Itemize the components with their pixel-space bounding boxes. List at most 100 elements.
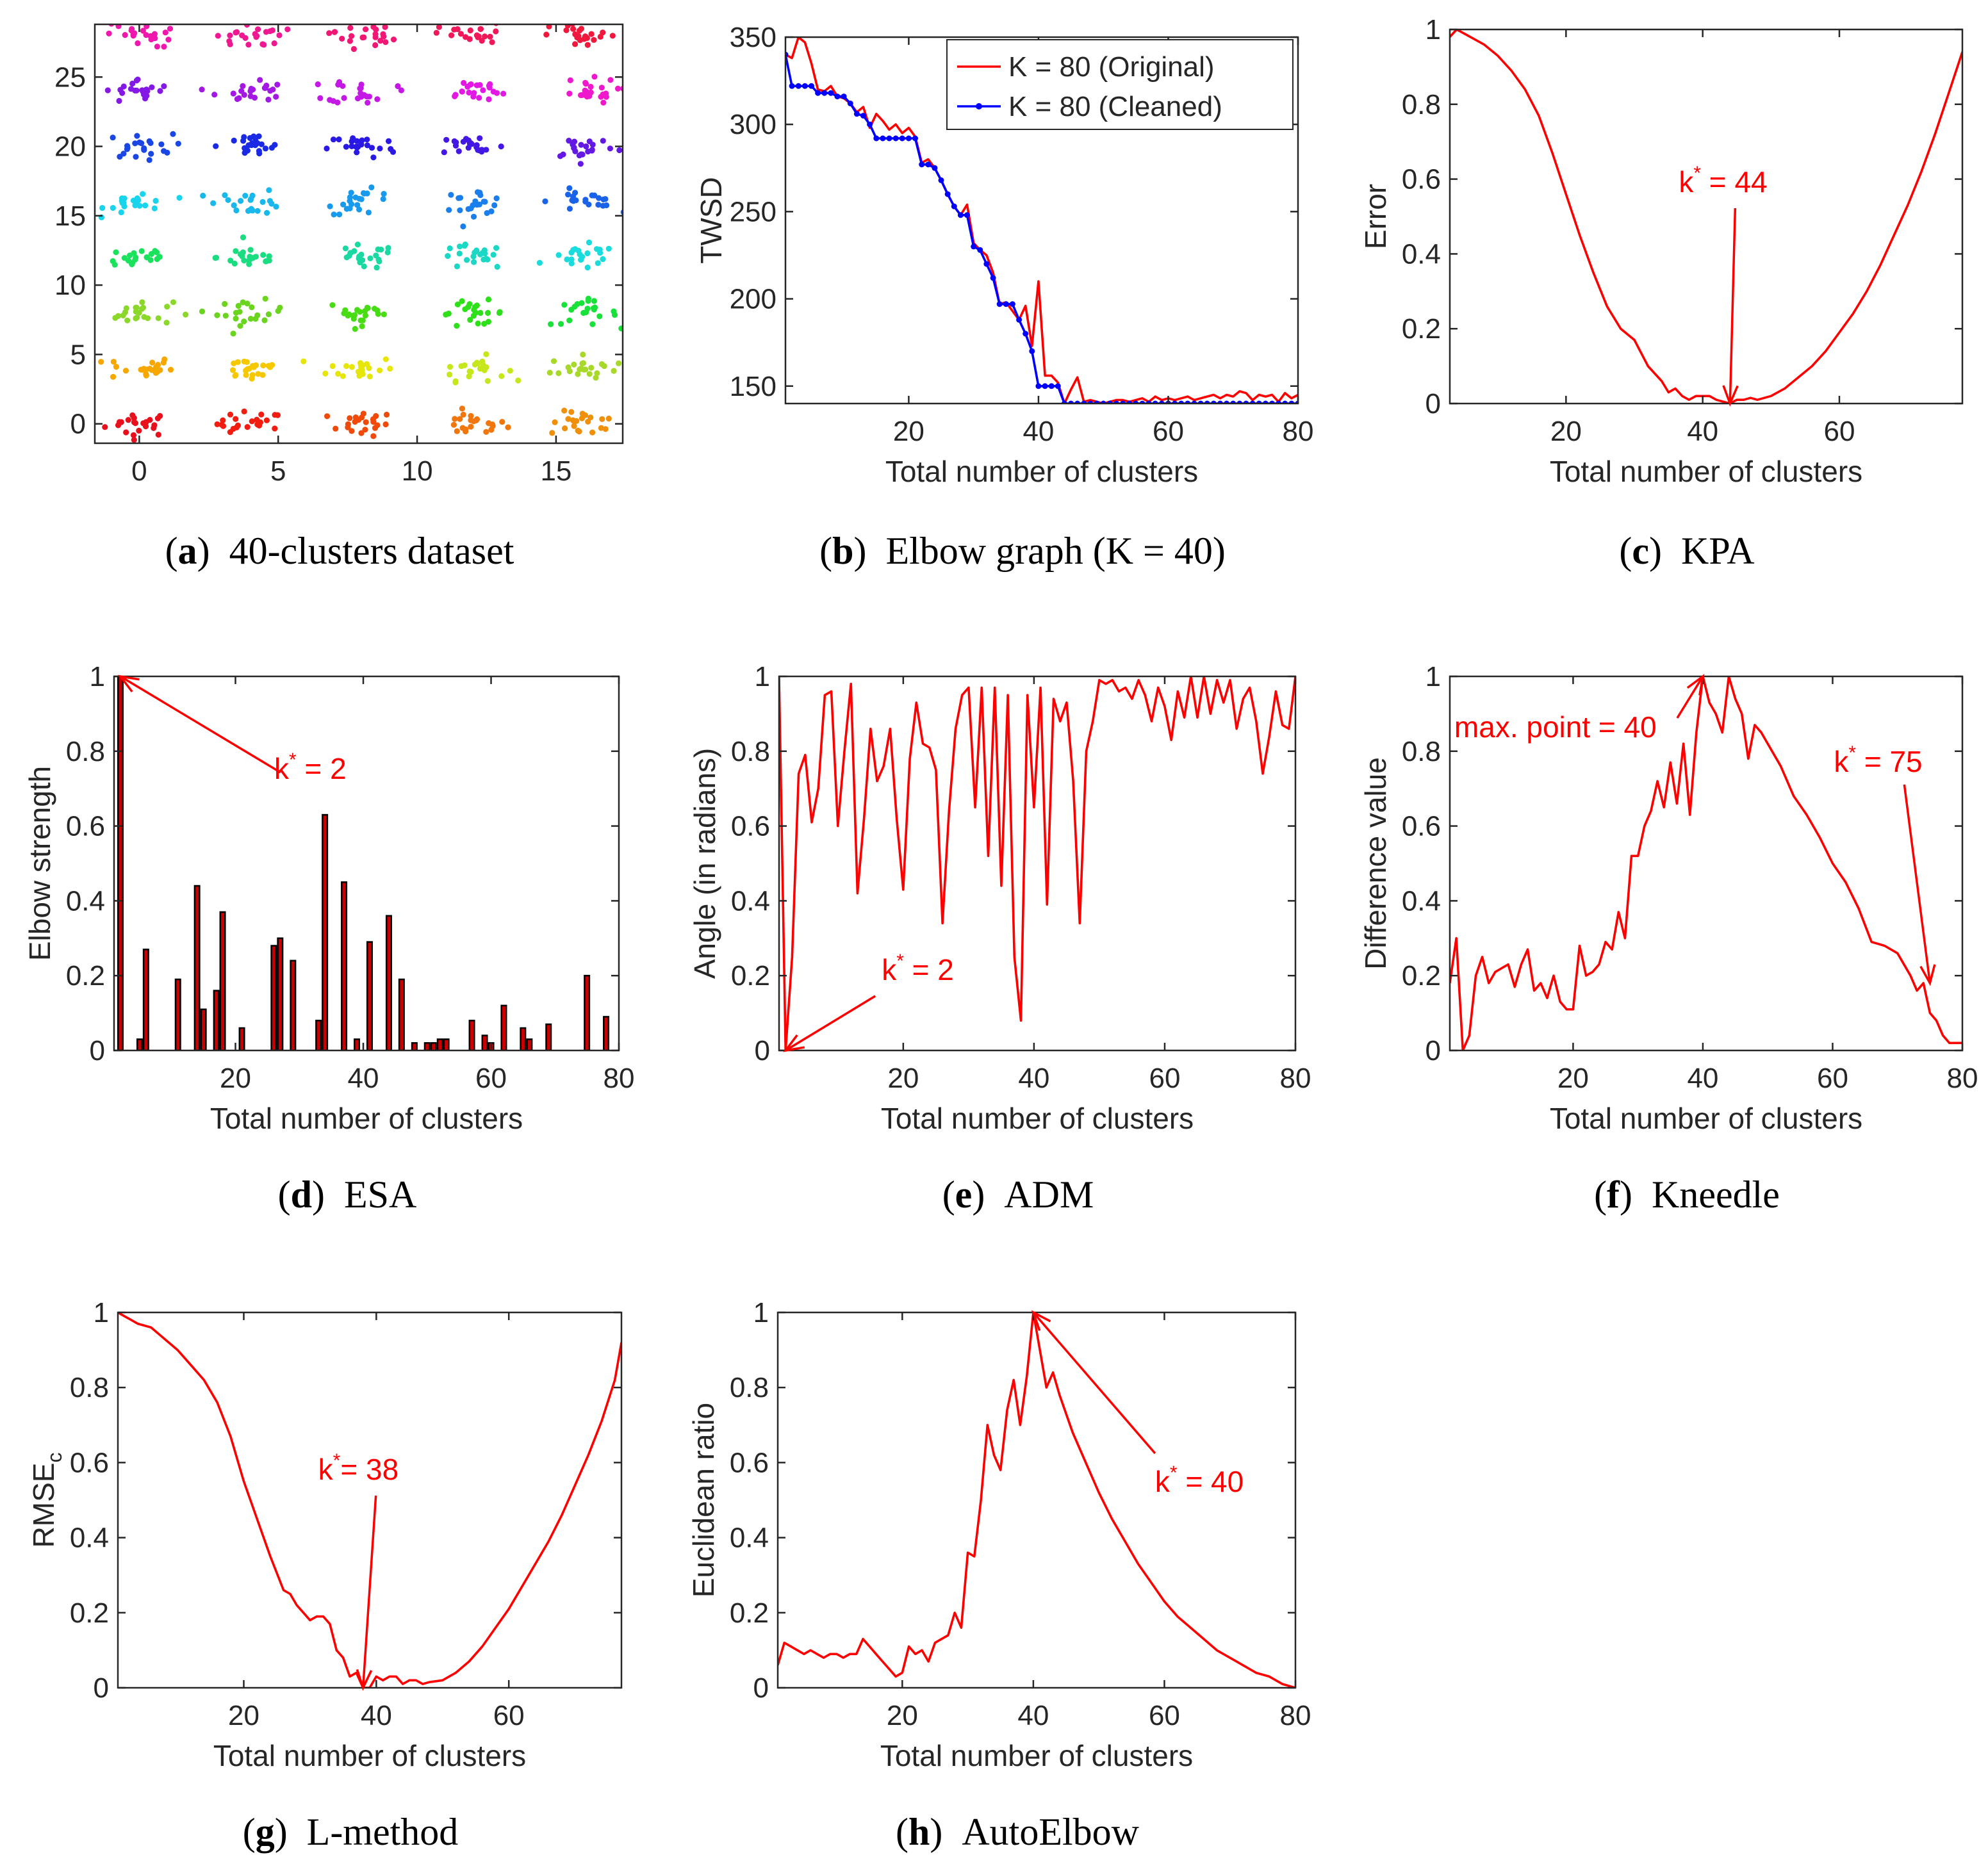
y-tick-label: 350 <box>730 22 776 53</box>
scatter-point <box>459 298 465 304</box>
scatter-point <box>349 428 355 434</box>
scatter-point <box>131 437 137 443</box>
scatter-point <box>583 143 589 150</box>
scatter-point <box>598 85 605 91</box>
scatter-point <box>591 37 597 43</box>
series-point <box>951 203 957 209</box>
scatter-point <box>138 248 145 254</box>
scatter-point <box>373 412 379 420</box>
series-path <box>1450 676 1962 1050</box>
scatter-point <box>154 361 161 368</box>
scatter-point <box>252 31 258 37</box>
scatter-point <box>240 299 246 306</box>
bar <box>142 949 149 1050</box>
scatter-point <box>360 411 366 417</box>
scatter-point <box>374 96 381 102</box>
cluster <box>566 74 623 106</box>
scatter-point <box>365 209 372 216</box>
y-tick-label: 250 <box>730 196 776 227</box>
bar <box>468 1020 475 1050</box>
scatter-point <box>98 359 104 365</box>
scatter-point <box>488 208 495 215</box>
scatter-point <box>589 429 596 436</box>
scatter-point <box>110 205 116 211</box>
scatter-point <box>133 304 139 311</box>
scatter-point <box>582 412 589 418</box>
scatter-point <box>144 24 150 29</box>
scatter-point <box>154 249 160 256</box>
plot-area <box>785 37 1298 404</box>
legend-label: K = 80 (Cleaned) <box>1008 91 1222 122</box>
scatter-point <box>154 369 160 375</box>
cluster <box>441 135 504 156</box>
bar <box>213 990 220 1050</box>
cluster <box>102 412 163 443</box>
scatter-point <box>486 96 492 102</box>
scatter-point <box>588 31 595 37</box>
series-point <box>1055 383 1061 389</box>
cluster <box>213 133 278 157</box>
scatter-point <box>452 92 459 98</box>
scatter-point <box>497 309 503 315</box>
scatter-point <box>350 45 357 53</box>
series-point <box>801 83 808 89</box>
legend-item: K = 80 (Original) <box>957 51 1215 83</box>
scatter-point <box>447 372 453 378</box>
scatter-point <box>480 87 486 94</box>
scatter-point <box>588 364 595 371</box>
scatter-point <box>448 192 454 198</box>
y-tick-label: 0.6 <box>731 811 770 842</box>
scatter-point <box>578 151 584 158</box>
x-tick-label: 20 <box>220 1063 251 1094</box>
scatter-point <box>240 138 247 144</box>
cluster <box>536 239 612 271</box>
scatter-point <box>571 418 577 425</box>
series-point <box>815 90 821 96</box>
scatter-point <box>199 86 205 93</box>
scatter-point <box>347 24 354 31</box>
scatter-point <box>255 26 261 33</box>
scatter-point <box>141 147 147 153</box>
x-tick-label: 60 <box>1824 416 1855 447</box>
scatter-point <box>352 325 358 332</box>
scatter-point <box>110 359 117 365</box>
scatter-point <box>357 90 364 97</box>
annotation-arrow <box>356 1495 377 1691</box>
bar <box>430 1042 437 1050</box>
series-point <box>789 83 795 89</box>
scatter-point <box>561 302 568 308</box>
scatter-point <box>200 192 206 199</box>
scatter-point <box>477 135 483 142</box>
bar <box>315 1020 322 1050</box>
scatter-point <box>362 312 369 319</box>
y-tick-label: 0.6 <box>730 1447 769 1478</box>
scatter-point <box>330 136 337 143</box>
x-tick-label: 80 <box>1280 1063 1311 1094</box>
scatter-point <box>459 88 465 95</box>
scatter-point <box>600 99 607 106</box>
scatter-point <box>386 138 392 144</box>
scatter-point <box>327 97 333 103</box>
scatter-point <box>594 370 600 377</box>
scatter-point <box>473 247 480 254</box>
scatter-point <box>498 373 505 379</box>
plot-area <box>1450 29 1962 404</box>
scatter-point <box>274 81 281 88</box>
series-point <box>1023 331 1029 337</box>
scatter-point <box>357 85 364 92</box>
series-point <box>944 191 951 197</box>
bar <box>526 1038 533 1050</box>
scatter-point <box>343 254 350 261</box>
scatter-point <box>457 243 463 250</box>
scatter-point <box>543 31 550 38</box>
scatter-point <box>147 416 153 423</box>
scatter-point <box>257 77 263 83</box>
scatter-point <box>243 372 249 379</box>
annotations: k*= 38 <box>318 1450 398 1691</box>
scatter-point <box>477 26 484 32</box>
scatter-point <box>575 371 581 377</box>
scatter-point <box>542 198 548 204</box>
scatter-point <box>213 143 219 149</box>
scatter-point <box>266 253 272 259</box>
scatter-point <box>493 28 499 35</box>
